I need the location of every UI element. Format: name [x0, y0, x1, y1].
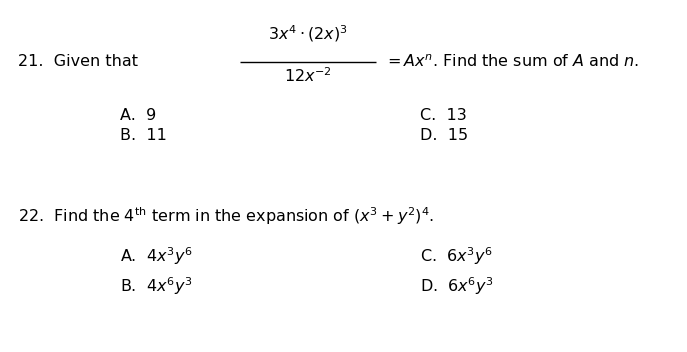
Text: A.  9: A. 9: [120, 108, 156, 123]
Text: C.  13: C. 13: [420, 108, 466, 123]
Text: D.  $6x^6y^3$: D. $6x^6y^3$: [420, 275, 494, 297]
Text: C.  $6x^3y^6$: C. $6x^3y^6$: [420, 245, 493, 267]
Text: B.  $4x^6y^3$: B. $4x^6y^3$: [120, 275, 192, 297]
Text: $3x^4 \cdot (2x)^3$: $3x^4 \cdot (2x)^3$: [268, 23, 348, 44]
Text: $12x^{-2}$: $12x^{-2}$: [284, 66, 332, 85]
Text: A.  $4x^3y^6$: A. $4x^3y^6$: [120, 245, 192, 267]
Text: 22.  Find the 4$^{\mathregular{th}}$ term in the expansion of $(x^3 + y^2)^4$.: 22. Find the 4$^{\mathregular{th}}$ term…: [18, 205, 434, 227]
Text: 21.  Given that: 21. Given that: [18, 55, 138, 69]
Text: D.  15: D. 15: [420, 128, 468, 143]
Text: $= Ax^n$. Find the sum of $A$ and $n$.: $= Ax^n$. Find the sum of $A$ and $n$.: [384, 54, 640, 70]
Text: B.  11: B. 11: [120, 128, 167, 143]
